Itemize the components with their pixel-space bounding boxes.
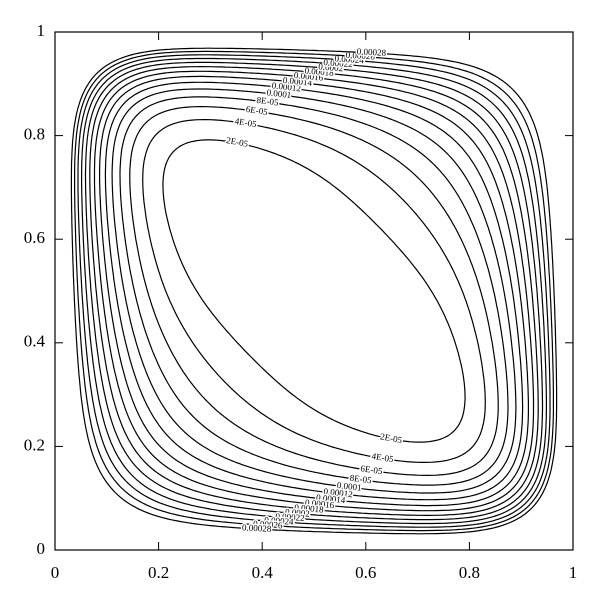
contour-line bbox=[84, 61, 544, 521]
contour-label: 6E-05 bbox=[245, 104, 269, 117]
contour-line bbox=[129, 106, 499, 476]
contour-label: 0.00022 bbox=[275, 511, 305, 523]
contour-label: 0.00018 bbox=[294, 502, 324, 514]
contour-line bbox=[104, 81, 524, 501]
y-tick-label: 0 bbox=[37, 539, 46, 558]
contour-label: 0.00014 bbox=[316, 492, 347, 505]
contour-label: 0.0001 bbox=[336, 480, 362, 493]
contour-label: 0.0001 bbox=[266, 87, 292, 100]
contour-label: 4E-05 bbox=[234, 116, 258, 129]
x-tick-label: 0 bbox=[51, 563, 60, 582]
contour-line bbox=[162, 139, 466, 443]
contour-line bbox=[74, 50, 554, 532]
contour-label: 0.00016 bbox=[305, 497, 336, 510]
contour-line bbox=[142, 119, 486, 463]
contour-label: 0.00024 bbox=[264, 515, 294, 527]
y-tick-label: 0.4 bbox=[24, 332, 46, 351]
contour-label: 8E-05 bbox=[256, 95, 280, 108]
x-tick-label: 0.2 bbox=[148, 563, 169, 582]
contour-label: 0.00028 bbox=[242, 522, 272, 534]
x-tick-label: 0.8 bbox=[459, 563, 480, 582]
x-tick-label: 0.6 bbox=[355, 563, 376, 582]
contour-line bbox=[119, 96, 509, 486]
contour-line bbox=[99, 75, 529, 507]
contour-line bbox=[89, 66, 539, 516]
contour-line bbox=[93, 70, 535, 512]
contour-label: 4E-05 bbox=[371, 451, 395, 464]
contour-line bbox=[77, 54, 551, 528]
contour-label: 0.00012 bbox=[323, 486, 353, 499]
contour-label: 6E-05 bbox=[360, 463, 384, 476]
contour-line bbox=[70, 47, 558, 535]
contour-label: 0.00026 bbox=[253, 519, 283, 531]
y-tick-label: 1 bbox=[37, 21, 46, 40]
x-tick-label: 1 bbox=[569, 563, 578, 582]
contour-label: 0.00012 bbox=[271, 80, 301, 93]
contour-label: 8E-05 bbox=[349, 473, 373, 486]
y-tick-label: 0.8 bbox=[24, 125, 45, 144]
plot-frame bbox=[54, 31, 574, 551]
y-tick-label: 0.6 bbox=[24, 228, 45, 247]
contour-label: 2E-05 bbox=[225, 135, 249, 149]
contour-label: 2E-05 bbox=[379, 431, 403, 445]
x-tick-label: 0.4 bbox=[252, 563, 274, 582]
contour-line bbox=[111, 88, 517, 494]
y-tick-label: 0.2 bbox=[24, 435, 45, 454]
contour-label: 0.00028 bbox=[357, 46, 387, 58]
contour-label: 0.0002 bbox=[285, 507, 310, 519]
contour-line bbox=[81, 57, 547, 525]
